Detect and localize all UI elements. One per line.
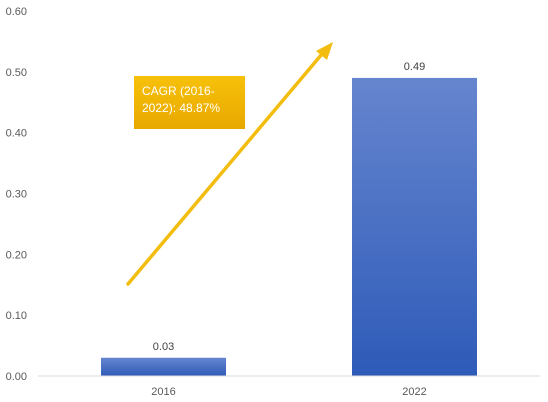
bars [101, 77, 477, 377]
y-tick-label: 0.10 [6, 310, 27, 322]
x-tick-label: 2016 [151, 386, 175, 398]
cagr-arrow [126, 42, 333, 286]
x-axis-tick-labels: 2016 2022 [151, 386, 426, 398]
data-labels: 0.03 0.49 [153, 61, 425, 353]
x-tick-label: 2022 [402, 386, 426, 398]
y-tick-label: 0.20 [6, 249, 27, 261]
bar-2022 [352, 77, 477, 377]
data-label: 0.03 [153, 341, 174, 353]
y-tick-label: 0.30 [6, 189, 27, 201]
cagr-arrow-shaft [126, 52, 324, 286]
y-tick-label: 0.40 [6, 128, 27, 140]
y-tick-label: 0.60 [6, 6, 27, 18]
data-label: 0.49 [404, 61, 425, 73]
cagr-annotation: CAGR (2016-2022): 48.87% [134, 76, 245, 129]
y-tick-label: 0.00 [6, 371, 27, 383]
bar-2016 [101, 357, 226, 376]
y-axis-tick-labels: 0.00 0.10 0.20 0.30 0.40 0.50 0.60 [6, 6, 27, 383]
cagr-arrow-head [316, 42, 333, 60]
y-tick-label: 0.50 [6, 67, 27, 79]
